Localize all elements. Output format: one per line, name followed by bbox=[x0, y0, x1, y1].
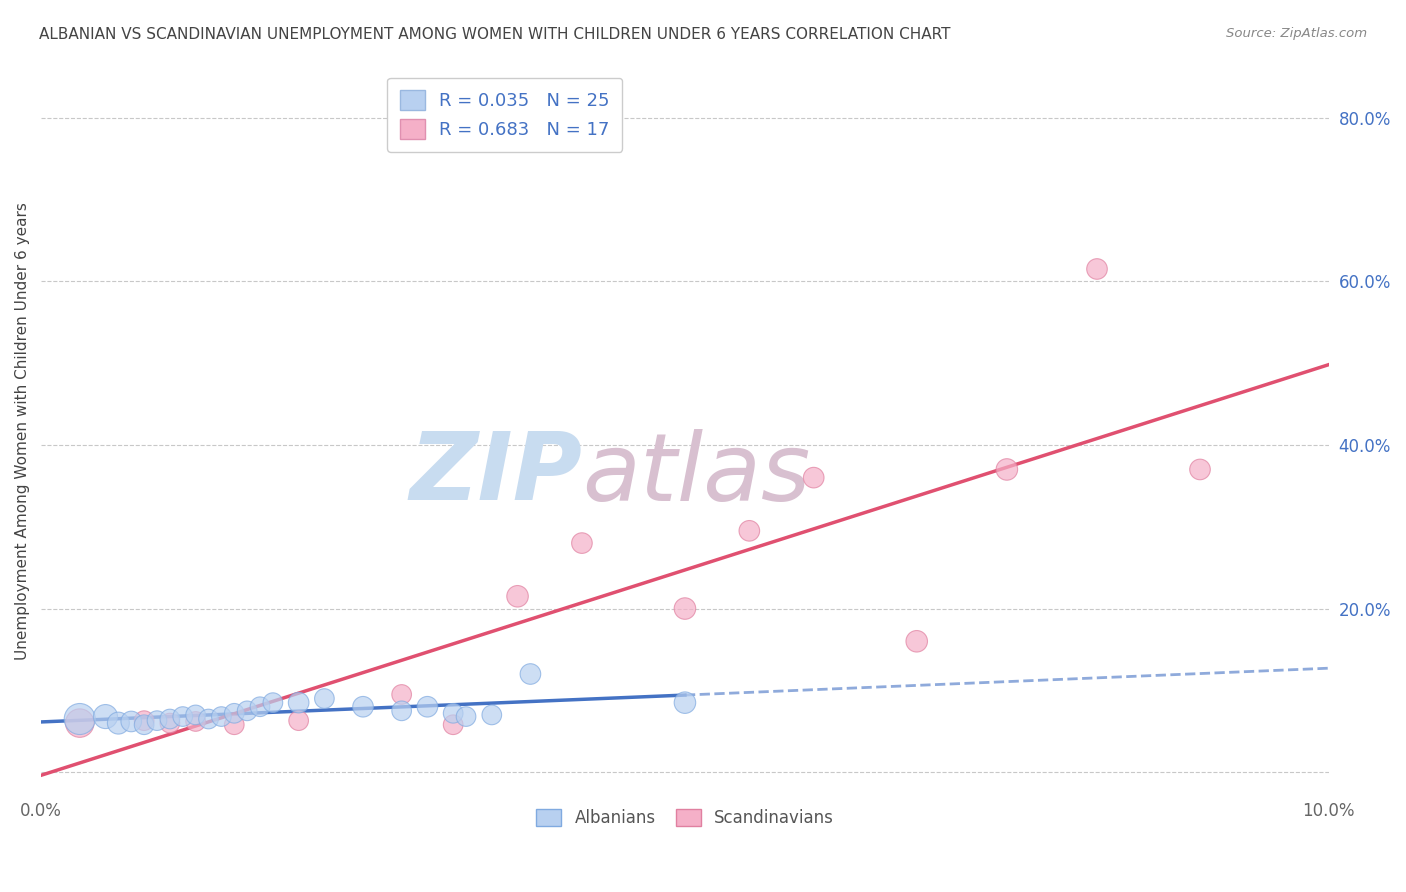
Legend: Albanians, Scandinavians: Albanians, Scandinavians bbox=[527, 800, 842, 835]
Point bbox=[571, 536, 593, 550]
Point bbox=[481, 707, 503, 722]
Point bbox=[391, 688, 413, 702]
Point bbox=[69, 716, 91, 731]
Text: Source: ZipAtlas.com: Source: ZipAtlas.com bbox=[1226, 27, 1367, 40]
Point bbox=[120, 714, 142, 729]
Point bbox=[441, 717, 464, 731]
Point bbox=[441, 706, 464, 721]
Point bbox=[519, 667, 541, 681]
Point bbox=[1085, 262, 1108, 277]
Point bbox=[391, 704, 413, 718]
Point bbox=[673, 696, 696, 710]
Point bbox=[236, 704, 259, 718]
Text: ZIP: ZIP bbox=[409, 428, 582, 520]
Point bbox=[673, 601, 696, 615]
Text: ALBANIAN VS SCANDINAVIAN UNEMPLOYMENT AMONG WOMEN WITH CHILDREN UNDER 6 YEARS CO: ALBANIAN VS SCANDINAVIAN UNEMPLOYMENT AM… bbox=[39, 27, 950, 42]
Point bbox=[905, 634, 928, 648]
Point bbox=[454, 709, 477, 723]
Point bbox=[995, 462, 1018, 476]
Text: atlas: atlas bbox=[582, 428, 810, 519]
Point bbox=[94, 709, 117, 723]
Point bbox=[146, 714, 169, 728]
Point bbox=[506, 589, 529, 603]
Point bbox=[314, 691, 336, 706]
Point bbox=[262, 696, 284, 710]
Point bbox=[224, 706, 246, 721]
Point bbox=[416, 699, 439, 714]
Point bbox=[209, 709, 232, 723]
Point bbox=[738, 524, 761, 538]
Point bbox=[184, 714, 207, 729]
Point bbox=[184, 707, 207, 722]
Point bbox=[1188, 462, 1211, 476]
Point bbox=[352, 699, 374, 714]
Y-axis label: Unemployment Among Women with Children Under 6 years: Unemployment Among Women with Children U… bbox=[15, 202, 30, 659]
Point bbox=[197, 712, 219, 726]
Point bbox=[107, 716, 129, 731]
Point bbox=[69, 712, 91, 726]
Point bbox=[249, 699, 271, 714]
Point bbox=[159, 716, 181, 731]
Point bbox=[159, 712, 181, 726]
Point bbox=[172, 709, 194, 723]
Point bbox=[134, 717, 156, 731]
Point bbox=[287, 696, 309, 710]
Point bbox=[287, 714, 309, 728]
Point bbox=[224, 717, 246, 731]
Point bbox=[134, 714, 156, 728]
Point bbox=[803, 470, 825, 484]
